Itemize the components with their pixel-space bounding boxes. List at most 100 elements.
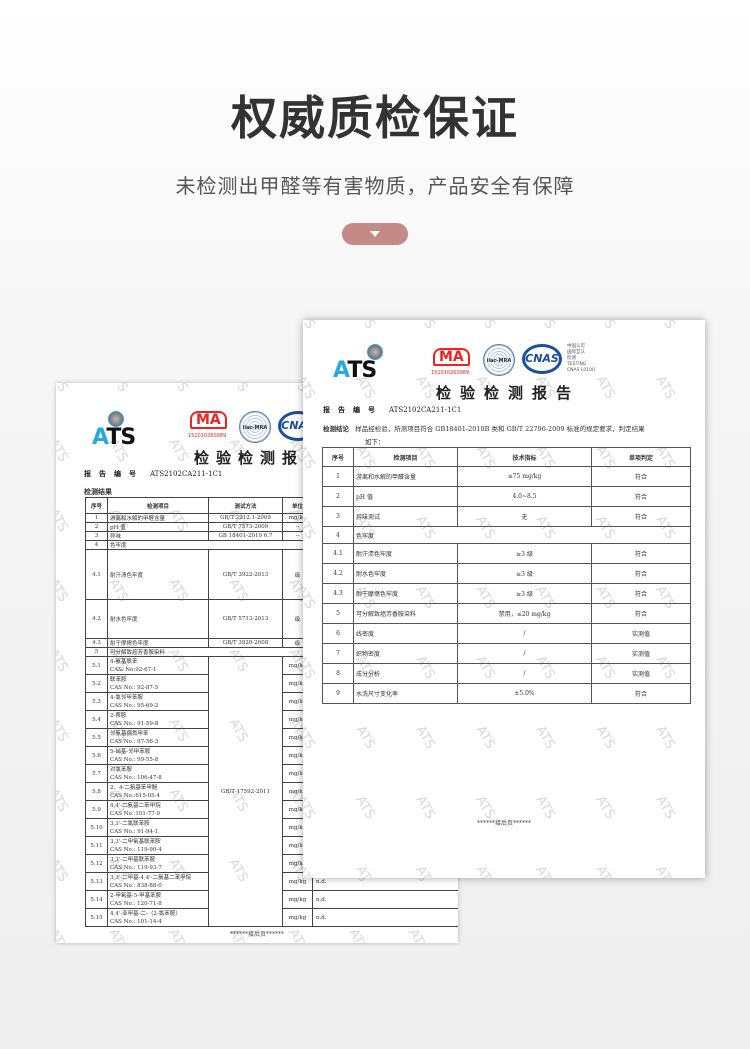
table-row: 2 pH 值 4.0~8.5 符合: [322, 486, 691, 507]
row-item: 邻氨基偶氮甲苯 CAS No.: 97-56-3: [107, 728, 209, 747]
row-number: 6: [322, 623, 354, 644]
row-number: 4.3: [85, 638, 108, 648]
watermark-text: ATS: [56, 646, 71, 675]
cnas-caption-line: 中国认可: [567, 344, 585, 349]
row-verdict: 符合: [591, 486, 691, 507]
row-item: 4,4'-亚甲基-二-（2-氯苯胺） CAS No.: 101-14-4: [107, 908, 209, 927]
watermark-text: ATS: [56, 506, 71, 535]
row-number: 5.13: [85, 872, 108, 891]
row-number: 1: [85, 513, 108, 523]
row-item: 线密度: [353, 623, 458, 644]
row-number: 4.1: [85, 549, 108, 600]
amine-name: 2，4-二氨基苯甲醚: [110, 784, 158, 791]
table-row: 4.1 耐汗渍色牢度 ≥3 级符合: [322, 543, 691, 564]
row-item: 耐汗渍色牢度: [353, 543, 458, 564]
watermark-text: ATS: [472, 863, 498, 878]
watermark-text: ATS: [56, 436, 71, 465]
row-item: 耐水色牢度: [353, 563, 458, 584]
watermark-text: ATS: [653, 320, 678, 332]
row-number: 4.2: [85, 599, 108, 639]
row-number: 5.14: [85, 890, 108, 909]
report-number-value: ATS2102CA211-1C1: [150, 470, 223, 478]
amine-name: 3,3'-二氯联苯胺: [110, 820, 150, 827]
report-number-label: 报告编号: [323, 405, 383, 414]
row-number: 5.1: [85, 656, 108, 675]
row-method: GB/T 3922-2013: [208, 549, 283, 600]
row-verdict: 实测值: [591, 643, 691, 664]
report-number-value: ATS2102CA211-1C1: [389, 406, 462, 414]
amine-cas: CAS No.: 106-47-8: [110, 774, 162, 781]
row-item: 4-氨基联苯 CAS. No:92-67-1: [107, 656, 209, 675]
row-item: 水洗尺寸变化率: [353, 683, 458, 704]
row-number: 5.3: [85, 692, 108, 711]
watermark-text: ATS: [592, 863, 618, 878]
scroll-down-button[interactable]: [342, 223, 408, 245]
watermark-text: ATS: [352, 863, 378, 878]
row-number: 5: [322, 603, 354, 624]
row-unit: mg/kg: [282, 908, 313, 927]
row-spec: ≥3 级: [457, 543, 592, 564]
report-number-label: 报告编号: [84, 469, 144, 478]
amine-name: 2-萘胺: [110, 712, 127, 719]
ats-globe-icon: [108, 411, 124, 427]
row-item: 异味测试: [353, 506, 458, 527]
amine-name: 对氯苯胺: [110, 766, 133, 773]
watermark-text: ATS: [56, 383, 71, 395]
conclusion-table: 序号 检测项目 技术指标 单项判定 1 游离和水解的甲醛含量 ≤75 mg/kg 符合 2 pH…: [322, 447, 691, 704]
row-item: pH 值: [353, 486, 458, 507]
amine-cas: CAS No.:615-05-4: [110, 792, 161, 799]
ilac-mra-logo: ilac-MRA: [239, 411, 271, 443]
watermark-text: ATS: [652, 373, 678, 402]
row-item: 异味: [107, 531, 209, 541]
amine-name: 4,4'-亚甲基-二-（2-氯苯胺）: [110, 910, 181, 917]
row-item: 3,3'-二甲氧基联苯胺 CAS No.: 119-90-4: [107, 836, 209, 855]
ats-logo: ATS: [92, 425, 136, 450]
watermark-text: ATS: [533, 320, 558, 332]
row-item: 可分解致癌芳香胺染料: [353, 603, 458, 624]
amine-name: 3,3'-二甲基联苯胺: [110, 856, 156, 863]
row-item: 3,3'-二氯联苯胺 CAS No.: 91-94-1: [107, 818, 209, 837]
column-header: 测试方法: [208, 497, 283, 514]
triangle-down-icon: [370, 231, 380, 237]
watermark-text: ATS: [592, 723, 618, 752]
row-spec: 4.0~8.5: [457, 486, 592, 507]
row-verdict: 符合: [591, 683, 691, 704]
cnas-caption-line: 检测: [567, 356, 576, 361]
cnas-caption-line: 国际互认: [567, 350, 585, 355]
page-subtitle: 未检测出甲醛等有害物质，产品安全有保障: [175, 174, 575, 198]
column-header: 序号: [85, 497, 108, 514]
results-section-label: 检测结果: [84, 487, 112, 496]
watermark-text: ATS: [303, 320, 318, 332]
report-number: 报告编号 ATS2102CA211-1C1: [84, 469, 222, 479]
amine-name: 邻氨基偶氮甲苯: [110, 730, 149, 737]
amine-cas: CAS No.: 92-87-5: [110, 684, 159, 691]
watermark-text: ATS: [56, 856, 71, 885]
amine-cas: CAS No.: 91-59-8: [110, 720, 159, 727]
row-number: 4.2: [322, 563, 354, 584]
row-verdict: 实测值: [591, 623, 691, 644]
row-verdict: 符合: [591, 506, 691, 527]
row-spec: 无: [457, 506, 592, 527]
row-spec: ±5.0%: [457, 683, 592, 704]
row-number: 2: [85, 522, 108, 532]
table-row: 4 色牢度: [322, 526, 691, 544]
row-number: 4.3: [322, 583, 354, 604]
amine-cas: CAS No.: 120-71-8: [110, 900, 162, 907]
watermark-text: ATS: [652, 863, 678, 878]
row-item: 色牢度: [353, 526, 691, 544]
row-number: 9: [322, 683, 354, 704]
row-number: 5.2: [85, 674, 108, 693]
row-verdict: 符合: [591, 543, 691, 564]
amine-cas: CAS No.: 91-94-1: [110, 828, 159, 835]
row-item: 联苯胺 CAS No.: 92-87-5: [107, 674, 209, 693]
table-row: 7 织物密度 / 实测值: [322, 643, 691, 664]
amine-name: 4-氨基联苯: [110, 658, 138, 665]
watermark-text: ATS: [165, 436, 191, 465]
row-number: 1: [322, 466, 354, 487]
table-row: 8 成分分析 / 实测值: [322, 663, 691, 684]
amine-name: 联苯胺: [110, 676, 127, 683]
row-verdict: 符合: [591, 563, 691, 584]
row-number: 5: [85, 647, 108, 657]
row-number: 3: [85, 531, 108, 541]
report-number: 报告编号 ATS2102CA211-1C1: [323, 405, 461, 415]
